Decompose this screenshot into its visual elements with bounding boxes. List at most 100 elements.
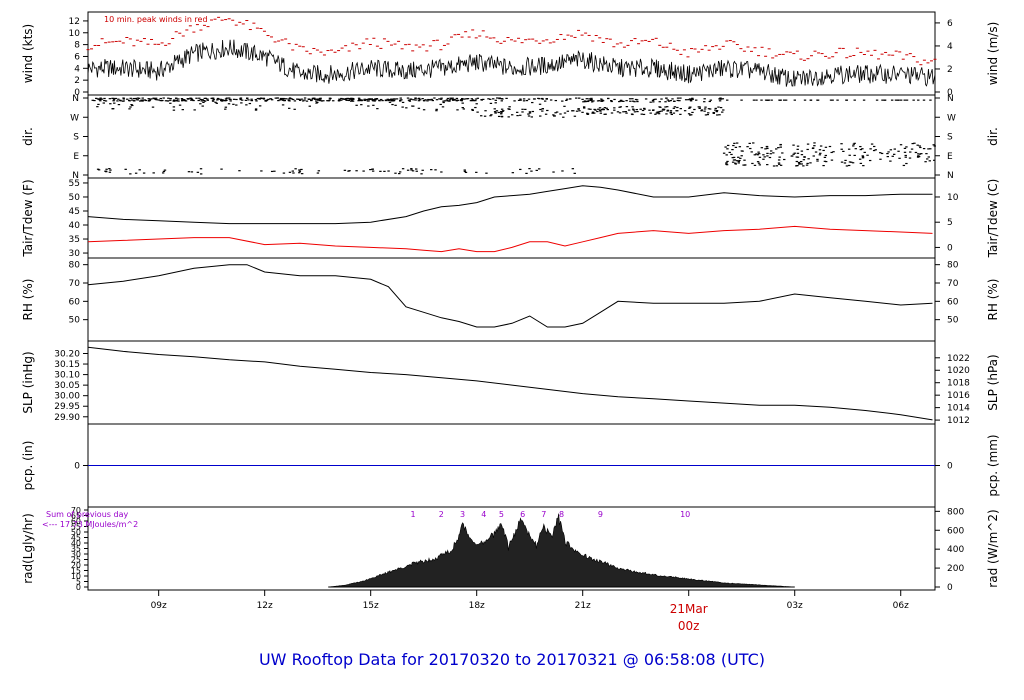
ytick-label-left-rad: 25	[71, 556, 81, 565]
dew-point-line	[87, 225, 933, 253]
ylabel-right-pcp: pcp. (mm)	[986, 434, 1000, 496]
radiation-hour-label: 5	[499, 510, 504, 519]
ytick-label-left-dir: E	[73, 152, 79, 162]
ytick-label-right-rh: 80	[947, 261, 959, 271]
ytick-label-left-wind: 0	[74, 88, 80, 98]
ytick-label-right-wind: 0	[947, 88, 953, 98]
ylabel-right-rh: RH (%)	[986, 279, 1000, 321]
ytick-label-right-rh: 60	[947, 297, 959, 307]
xtick-label: 18z	[469, 601, 485, 611]
ytick-label-left-temp: 40	[69, 221, 81, 231]
ytick-label-right-wind: 6	[947, 19, 953, 29]
ytick-label-right-slp: 1014	[947, 404, 970, 414]
ylabel-right-temp: Tair/Tdew (C)	[986, 179, 1000, 259]
xtick-label: 12z	[257, 601, 273, 611]
ytick-label-left-rad: 65	[71, 512, 81, 521]
ytick-label-left-pcp: 0	[74, 462, 80, 472]
radiation-hour-label: 8	[559, 510, 564, 519]
ytick-label-left-dir: N	[72, 94, 79, 104]
ytick-label-right-slp: 1016	[947, 391, 970, 401]
ytick-label-left-rad: 40	[71, 539, 81, 548]
ytick-label-left-slp: 29.95	[54, 402, 80, 412]
ytick-label-right-rad: 600	[947, 526, 964, 536]
radiation-hour-label: 6	[520, 510, 525, 519]
ytick-label-left-rad: 10	[71, 572, 81, 581]
ytick-label-right-pcp: 0	[947, 462, 953, 472]
xtick-label: 21z	[575, 601, 591, 611]
ytick-label-right-slp: 1012	[947, 416, 970, 426]
ytick-label-right-slp: 1018	[947, 379, 970, 389]
ytick-label-right-dir: S	[947, 133, 953, 143]
ytick-label-left-wind: 6	[74, 52, 80, 62]
ytick-label-left-slp: 29.90	[54, 413, 80, 423]
ytick-label-right-rad: 200	[947, 564, 964, 574]
ytick-label-left-rad: 60	[71, 517, 81, 526]
ytick-label-left-rad: 20	[71, 561, 81, 570]
ytick-label-right-rad: 800	[947, 507, 964, 517]
ytick-label-left-rad: 0	[76, 583, 81, 592]
ytick-label-right-dir: E	[947, 152, 953, 162]
ytick-label-left-rad: 70	[71, 506, 81, 515]
solar-radiation-area	[328, 513, 795, 588]
ytick-label-left-rad: 45	[71, 534, 81, 543]
ytick-label-right-temp: 0	[947, 243, 953, 253]
sea-level-pressure-line	[87, 346, 933, 421]
ytick-label-left-wind: 2	[74, 76, 80, 86]
ytick-label-left-rad: 55	[71, 523, 81, 532]
ylabel-left-slp: SLP (inHg)	[21, 351, 35, 413]
air-temperature-line	[87, 185, 933, 225]
ylabel-right-slp: SLP (hPa)	[986, 354, 1000, 410]
ytick-label-left-temp: 30	[69, 249, 81, 259]
ytick-label-left-slp: 30.10	[54, 371, 80, 381]
radiation-hour-label: 7	[541, 510, 546, 519]
radiation-hour-label: 1	[411, 510, 416, 519]
ytick-label-right-dir: N	[947, 94, 954, 104]
date-label: 21Mar	[670, 602, 708, 616]
ytick-label-left-slp: 30.05	[54, 381, 80, 391]
ylabel-left-rad: rad(Lgly/hr)	[21, 513, 35, 584]
ytick-label-left-dir: N	[72, 171, 79, 181]
ytick-label-right-dir: N	[947, 171, 954, 181]
ytick-label-left-wind: 12	[69, 17, 80, 27]
date-sublabel: 00z	[678, 619, 700, 633]
xtick-label: 03z	[787, 601, 803, 611]
ytick-label-right-temp: 10	[947, 193, 959, 203]
ytick-label-right-rh: 70	[947, 279, 959, 289]
radiation-hour-label: 3	[460, 510, 465, 519]
ytick-label-left-rad: 50	[71, 528, 81, 537]
panel-frame-rh	[87, 257, 936, 342]
ylabel-left-rh: RH (%)	[21, 279, 35, 321]
ytick-label-right-slp: 1020	[947, 366, 970, 376]
relative-humidity-line	[87, 264, 933, 328]
ytick-label-left-rad: 30	[71, 550, 81, 559]
ytick-label-left-temp: 50	[69, 193, 81, 203]
ytick-label-left-rh: 80	[69, 261, 81, 271]
radiation-sum-note: Sum of previous day	[46, 510, 128, 519]
xtick-label: 15z	[363, 601, 379, 611]
chart-title: UW Rooftop Data for 20170320 to 20170321…	[258, 650, 766, 669]
xtick-label: 06z	[893, 601, 909, 611]
radiation-hour-label: 2	[439, 510, 444, 519]
ytick-label-left-temp: 35	[69, 235, 80, 245]
wind-direction-marks	[91, 97, 936, 175]
ytick-label-right-rh: 50	[947, 316, 959, 326]
radiation-hour-label: 4	[481, 510, 486, 519]
ytick-label-left-slp: 30.20	[54, 349, 80, 359]
radiation-sum-value: <--- 17.73 MJoules/m^2	[42, 520, 138, 529]
ytick-label-right-temp: 5	[947, 218, 953, 228]
peak-wind-note: 10 min. peak winds in red	[104, 15, 208, 24]
ytick-label-right-dir: W	[947, 113, 956, 123]
ylabel-right-rad: rad (W/m^2)	[986, 509, 1000, 587]
ylabel-left-pcp: pcp. (in)	[21, 441, 35, 491]
ytick-label-left-rad: 35	[71, 545, 81, 554]
ytick-label-right-wind: 2	[947, 65, 953, 75]
peak-wind-marks	[86, 16, 937, 66]
ytick-label-left-rh: 50	[69, 316, 81, 326]
panel-frame-slp	[87, 340, 936, 425]
ytick-label-left-rad: 15	[71, 567, 81, 576]
ytick-label-right-rad: 400	[947, 545, 964, 555]
ytick-label-left-rh: 60	[69, 297, 81, 307]
ytick-label-left-temp: 55	[69, 179, 80, 189]
ylabel-left-dir: dir.	[21, 127, 35, 146]
